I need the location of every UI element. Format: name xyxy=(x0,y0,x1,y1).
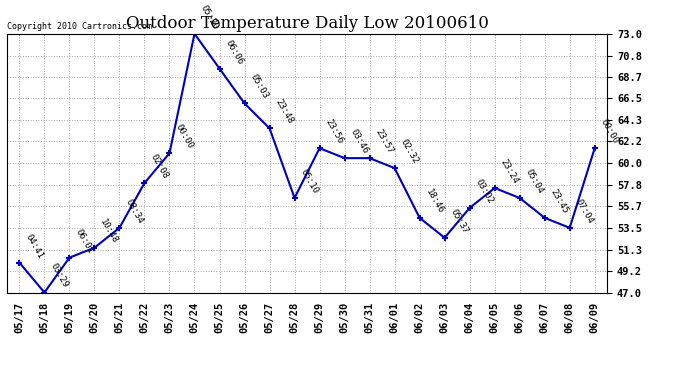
Text: 06:01: 06:01 xyxy=(74,227,95,255)
Text: 04:41: 04:41 xyxy=(23,232,45,260)
Text: 06:06: 06:06 xyxy=(224,38,245,66)
Text: 08:34: 08:34 xyxy=(124,197,145,225)
Text: 18:46: 18:46 xyxy=(424,187,445,215)
Text: 05:04: 05:04 xyxy=(524,167,545,195)
Text: 23:48: 23:48 xyxy=(274,98,295,126)
Text: 03:29: 03:29 xyxy=(48,262,70,290)
Text: 03:02: 03:02 xyxy=(474,177,495,205)
Text: 23:56: 23:56 xyxy=(324,118,345,146)
Text: 05:10: 05:10 xyxy=(299,167,320,195)
Text: 00:00: 00:00 xyxy=(174,123,195,150)
Text: 23:24: 23:24 xyxy=(499,158,520,185)
Title: Outdoor Temperature Daily Low 20100610: Outdoor Temperature Daily Low 20100610 xyxy=(126,15,489,32)
Text: 02:08: 02:08 xyxy=(148,153,170,180)
Text: 02:32: 02:32 xyxy=(399,138,420,165)
Text: 05:37: 05:37 xyxy=(448,207,470,235)
Text: 10:48: 10:48 xyxy=(99,217,120,245)
Text: 23:45: 23:45 xyxy=(549,187,570,215)
Text: 05:03: 05:03 xyxy=(248,73,270,100)
Text: 05:20: 05:20 xyxy=(199,3,220,31)
Text: 00:00: 00:00 xyxy=(599,118,620,146)
Text: 23:57: 23:57 xyxy=(374,128,395,155)
Text: 03:46: 03:46 xyxy=(348,128,370,155)
Text: Copyright 2010 Cartronics.com: Copyright 2010 Cartronics.com xyxy=(7,22,152,31)
Text: 07:04: 07:04 xyxy=(574,197,595,225)
